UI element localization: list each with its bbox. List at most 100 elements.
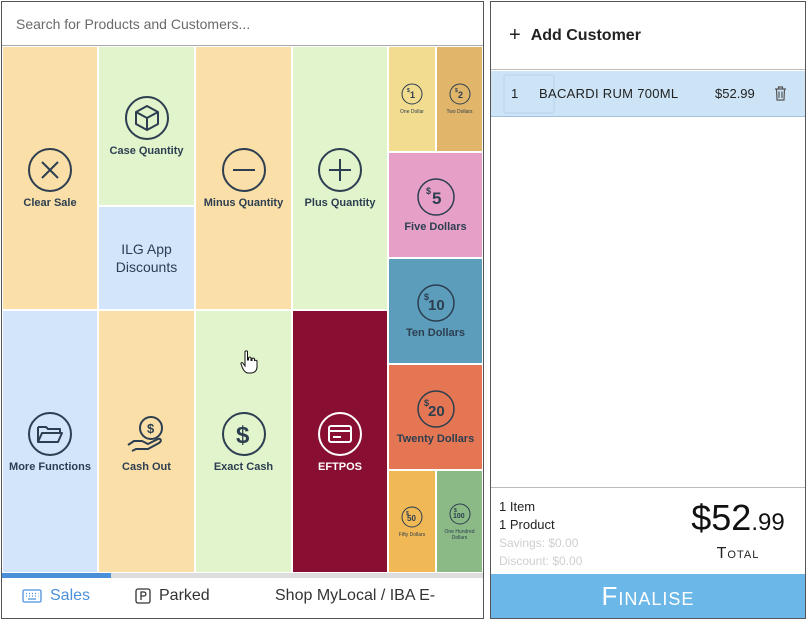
twenty-dollar-value: 20 (428, 403, 445, 420)
clear-sale-tile[interactable]: Clear Sale (2, 46, 98, 310)
fifty-dollars-label: Fifty Dollars (398, 531, 426, 538)
tab-parked-label: Parked (159, 587, 210, 604)
total-label: Total (716, 545, 760, 562)
five-dollar-symbol: $ (426, 186, 431, 196)
tab-shop-mylocal-label: Shop MyLocal / IBA E- (275, 587, 436, 604)
finalise-button[interactable]: Finalise (491, 574, 805, 618)
tab-sales-label: Sales (50, 587, 91, 604)
plus-circle-icon (318, 148, 362, 192)
fifty-dollar-value: 50 (407, 514, 416, 523)
minus-quantity-label: Minus Quantity (203, 197, 284, 209)
one-dollar-label: One Dollar (400, 109, 424, 115)
right-panel: + Add Customer 1 BACARDI RUM 700ML $52.9… (490, 1, 806, 619)
two-dollar-coin-icon: $2 (449, 83, 470, 105)
one-hundred-dollars-tile[interactable]: $100 One Hundred Dollars (436, 470, 483, 573)
five-dollar-note-icon: $5 (416, 178, 455, 216)
cash-out-label: Cash Out (122, 460, 171, 473)
parking-icon (135, 588, 151, 604)
more-functions-label: More Functions (9, 460, 91, 473)
ten-dollars-label: Ten Dollars (405, 327, 466, 339)
ten-dollars-tile[interactable]: $10 Ten Dollars (388, 258, 483, 364)
folder-open-icon (28, 411, 72, 456)
tab-parked[interactable]: Parked (135, 585, 210, 607)
product-image-placeholder (503, 74, 555, 114)
ten-dollar-symbol: $ (424, 292, 429, 302)
fifty-dollar-symbol: $ (406, 511, 409, 517)
ilg-app-discounts-tile[interactable]: ILG App Discounts (98, 206, 195, 310)
cart-line-item[interactable]: 1 BACARDI RUM 700ML $52.99 (491, 71, 805, 117)
total-cents: .99 (751, 509, 785, 536)
plus-icon: + (509, 24, 521, 46)
two-dollar-symbol: $ (455, 88, 458, 94)
exact-cash-tile[interactable]: $ Exact Cash (195, 310, 292, 573)
plus-quantity-label: Plus Quantity (304, 197, 376, 209)
twenty-dollars-tile[interactable]: $20 Twenty Dollars (388, 364, 483, 470)
order-summary: 1 Item 1 Product Savings: $0.00 Discount… (491, 487, 805, 574)
hand-pointer-icon (240, 350, 258, 374)
credit-card-icon (318, 411, 362, 456)
tab-indicator-track (2, 573, 483, 578)
add-customer-button[interactable]: + Add Customer (491, 2, 805, 70)
line-price: $52.99 (715, 86, 755, 101)
five-dollar-value: 5 (432, 189, 441, 208)
total-amount: $52.99 (678, 496, 798, 545)
one-dollar-symbol: $ (407, 88, 410, 94)
plus-quantity-tile[interactable]: Plus Quantity (292, 46, 388, 310)
dollar-circle-icon: $ (221, 411, 266, 456)
discount-text: Discount: $0.00 (499, 554, 583, 568)
one-dollar-tile[interactable]: $1 One Dollar (388, 46, 436, 152)
case-quantity-label: Case Quantity (109, 145, 184, 157)
box-icon (124, 96, 169, 140)
keyboard-icon (22, 589, 42, 603)
total-dollars: $52 (691, 497, 752, 538)
exact-cash-symbol: $ (236, 422, 250, 449)
five-dollars-label: Five Dollars (404, 221, 467, 233)
trash-icon[interactable] (774, 86, 787, 101)
item-count: 1 Item (499, 499, 536, 514)
one-dollar-coin-icon: $1 (401, 83, 423, 105)
minus-circle-icon (221, 148, 266, 192)
ten-dollar-note-icon: $10 (416, 284, 455, 322)
one-dollar-value: 1 (410, 90, 415, 100)
two-dollar-value: 2 (458, 90, 463, 100)
line-product-name: BACARDI RUM 700ML (539, 86, 679, 101)
close-circle-icon (28, 148, 72, 192)
add-customer-label: Add Customer (530, 26, 641, 44)
tab-sales[interactable]: Sales (22, 585, 90, 607)
hand-coin-icon: $ (126, 415, 163, 452)
fifty-dollar-note-icon: $50 (401, 506, 423, 527)
summary-details: 1 Item 1 Product Savings: $0.00 Discount… (499, 498, 582, 570)
search-bar[interactable] (2, 2, 483, 46)
one-hundred-dollars-label: One Hundred Dollars (444, 528, 475, 541)
clear-sale-label: Clear Sale (23, 197, 77, 209)
more-functions-tile[interactable]: More Functions (2, 310, 98, 573)
bottom-tabs: Sales Parked Shop MyLocal / IBA E- (2, 573, 483, 618)
twenty-dollar-note-icon: $20 (416, 390, 455, 428)
savings-text: Savings: $0.00 (499, 536, 579, 550)
active-tab-indicator (2, 573, 111, 578)
search-input[interactable] (2, 2, 483, 45)
tab-shop-mylocal[interactable]: Shop MyLocal / IBA E- (275, 585, 435, 607)
two-dollars-label: Two Dollars (446, 109, 473, 115)
hundred-dollar-value: 100 (453, 513, 465, 520)
hundred-dollar-symbol: $ (454, 508, 457, 514)
five-dollars-tile[interactable]: $5 Five Dollars (388, 152, 483, 258)
exact-cash-label: Exact Cash (213, 460, 274, 473)
total-block: $52.99 Total (678, 496, 798, 563)
two-dollars-tile[interactable]: $2 Two Dollars (436, 46, 483, 152)
line-quantity: 1 (511, 86, 519, 101)
hundred-dollar-note-icon: $100 (449, 503, 470, 524)
ilg-app-discounts-label: ILG App Discounts (115, 241, 178, 275)
minus-quantity-tile[interactable]: Minus Quantity (195, 46, 292, 310)
left-panel: Clear Sale Case Quantity ILG App Discoun… (1, 1, 484, 619)
cash-out-tile[interactable]: $ Cash Out (98, 310, 195, 573)
product-count: 1 Product (499, 517, 555, 532)
eftpos-label: EFTPOS (317, 460, 362, 473)
case-quantity-tile[interactable]: Case Quantity (98, 46, 195, 206)
ten-dollar-value: 10 (428, 297, 445, 314)
cash-out-coin-symbol: $ (147, 421, 155, 436)
twenty-dollar-symbol: $ (424, 398, 429, 408)
fifty-dollars-tile[interactable]: $50 Fifty Dollars (388, 470, 436, 573)
twenty-dollars-label: Twenty Dollars (396, 433, 475, 445)
eftpos-tile[interactable]: EFTPOS (292, 310, 388, 573)
